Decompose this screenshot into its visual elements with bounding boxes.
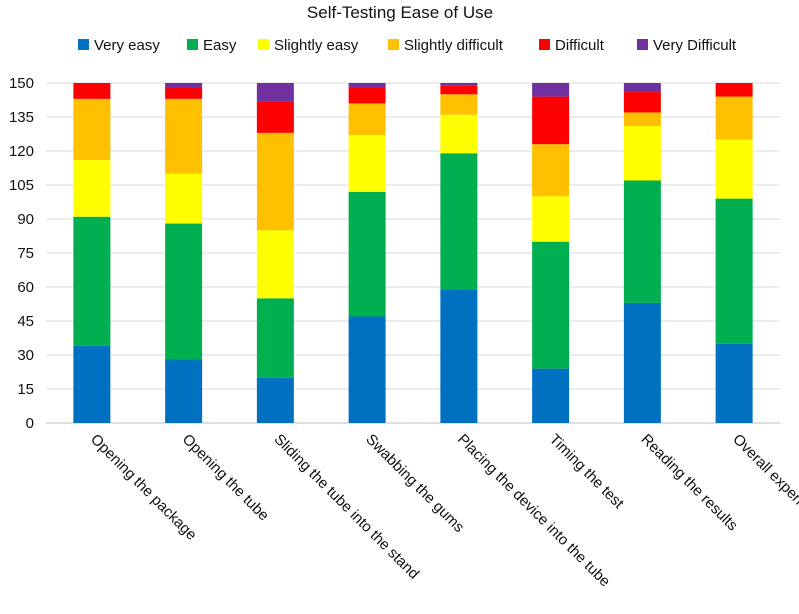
y-tick-label: 90 — [17, 211, 34, 228]
bar-segment-slightly-difficult — [623, 112, 661, 127]
bar-segment-slightly-easy — [440, 114, 478, 154]
bar-segment-slightly-difficult — [165, 98, 203, 174]
bar-segment-slightly-difficult — [348, 103, 386, 136]
y-tick-label: 60 — [17, 279, 34, 296]
legend-swatch-slightly-difficult — [388, 39, 399, 50]
bar-segment-difficult — [623, 92, 661, 113]
legend-label: Slightly difficult — [404, 37, 504, 54]
legend-label: Slightly easy — [274, 37, 359, 54]
bar-segment-very-difficult — [348, 83, 386, 88]
bars — [73, 83, 753, 423]
legend-swatch-very-difficult — [637, 39, 648, 50]
bar-segment-easy — [715, 198, 753, 344]
y-tick-label: 30 — [17, 347, 34, 364]
x-category-label: Swabbing the gums — [362, 431, 467, 536]
bar-segment-difficult — [532, 96, 570, 145]
gridlines — [46, 82, 780, 424]
legend-label: Easy — [203, 37, 237, 54]
y-tick-label: 120 — [9, 143, 34, 160]
bar-group-timing-the-test — [532, 83, 570, 423]
y-tick-label: 0 — [26, 415, 34, 432]
bar-segment-slightly-easy — [165, 173, 203, 224]
x-category-label: Overall experience — [729, 431, 799, 531]
x-category-label: Placing the device into the tube — [454, 431, 613, 590]
x-category-label: Sliding the tube into the stand — [271, 431, 423, 583]
bar-segment-difficult — [440, 85, 478, 95]
bar-segment-slightly-difficult — [73, 98, 111, 161]
y-tick-label: 75 — [17, 245, 34, 262]
bar-segment-difficult — [715, 83, 753, 97]
legend-label: Difficult — [555, 37, 605, 54]
bar-segment-easy — [348, 191, 386, 317]
bar-group-reading-the-results — [623, 83, 661, 423]
bar-segment-slightly-easy — [715, 139, 753, 199]
bar-segment-very-easy — [715, 343, 753, 423]
legend-label: Very easy — [94, 37, 160, 54]
y-tick-label: 135 — [9, 109, 34, 126]
bar-segment-difficult — [256, 101, 294, 133]
bar-group-opening-the-package — [73, 83, 111, 423]
legend-swatch-easy — [187, 39, 198, 50]
bar-segment-very-difficult — [440, 83, 478, 86]
bar-segment-very-difficult — [165, 83, 203, 88]
bar-group-swabbing-the-gums — [348, 83, 386, 423]
bar-segment-slightly-easy — [623, 126, 661, 181]
bar-segment-slightly-difficult — [440, 94, 478, 115]
bar-segment-easy — [440, 153, 478, 290]
bar-segment-very-easy — [256, 377, 294, 423]
bar-segment-very-difficult — [532, 83, 570, 97]
chart-legend: Very easy Easy Slightly easy Slightly diffi… — [78, 37, 737, 54]
x-category-label: Opening the tube — [179, 431, 272, 524]
legend-swatch-difficult — [539, 39, 550, 50]
y-tick-label: 105 — [9, 177, 34, 194]
legend-swatch-very-easy — [78, 39, 89, 50]
x-category-label: Opening the package — [87, 431, 200, 544]
x-category-label: Reading the results — [638, 431, 741, 534]
bar-segment-very-easy — [623, 302, 661, 423]
y-tick-label: 150 — [9, 75, 34, 92]
bar-segment-easy — [256, 298, 294, 378]
bar-segment-very-easy — [440, 289, 478, 423]
bar-segment-difficult — [73, 83, 111, 99]
bar-segment-very-easy — [348, 316, 386, 423]
bar-segment-very-difficult — [623, 83, 661, 93]
bar-segment-very-easy — [165, 359, 203, 423]
bar-segment-slightly-difficult — [532, 144, 570, 197]
bar-group-overall-experience — [715, 83, 753, 423]
bar-segment-slightly-easy — [256, 230, 294, 299]
bar-segment-easy — [165, 223, 203, 360]
bar-segment-slightly-difficult — [256, 132, 294, 231]
chart-title: Self-Testing Ease of Use — [307, 3, 493, 22]
bar-group-placing-the-device-into-the-tube — [440, 83, 478, 423]
y-tick-label: 45 — [17, 313, 34, 330]
bar-segment-difficult — [165, 87, 203, 99]
bar-segment-very-easy — [73, 345, 111, 423]
y-tick-label: 15 — [17, 381, 34, 398]
bar-segment-easy — [73, 216, 111, 346]
bar-segment-slightly-easy — [532, 196, 570, 242]
bar-group-opening-the-tube — [165, 83, 203, 423]
legend-swatch-slightly-easy — [258, 39, 269, 50]
bar-segment-slightly-difficult — [715, 96, 753, 140]
bar-segment-slightly-easy — [348, 135, 386, 192]
bar-segment-very-easy — [532, 368, 570, 423]
y-axis-ticks: 0 15 30 45 60 75 90 105 120 135 150 — [9, 75, 34, 432]
bar-segment-very-difficult — [256, 83, 294, 102]
bar-group-sliding-the-tube-into-the-stand — [256, 83, 294, 423]
x-category-label: Timing the test — [546, 431, 628, 513]
bar-segment-slightly-easy — [73, 160, 111, 217]
bar-segment-difficult — [348, 87, 386, 104]
legend-label: Very Difficult — [653, 37, 737, 54]
bar-segment-easy — [623, 180, 661, 303]
bar-segment-easy — [532, 241, 570, 369]
